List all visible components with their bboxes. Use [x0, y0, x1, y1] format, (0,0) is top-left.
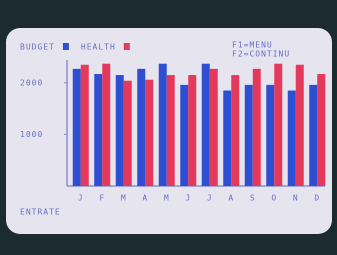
- x-tick-label: O: [271, 194, 277, 203]
- x-tick-label: D: [314, 194, 320, 203]
- bar: [102, 64, 110, 186]
- bar: [124, 81, 132, 186]
- bar: [137, 69, 145, 186]
- bar: [253, 69, 261, 186]
- x-tick-label: J: [207, 194, 213, 203]
- bar: [210, 69, 218, 186]
- annotation: F2=CONTINU: [232, 50, 290, 59]
- y-tick-label: 2000: [20, 78, 43, 87]
- legend-swatch: [63, 43, 69, 50]
- y-tick-label: 1000: [20, 130, 43, 139]
- bar: [180, 85, 188, 186]
- bar: [167, 75, 175, 186]
- x-tick-label: M: [164, 194, 170, 203]
- bar: [116, 75, 124, 186]
- bar: [81, 65, 89, 186]
- bar: [94, 74, 102, 186]
- bar: [231, 75, 239, 186]
- bar: [202, 64, 210, 186]
- x-tick-label: J: [185, 194, 191, 203]
- x-tick-label: S: [250, 194, 256, 203]
- x-tick-label: M: [121, 194, 127, 203]
- bar: [274, 64, 282, 186]
- bar: [296, 65, 304, 186]
- x-tick-label: N: [293, 194, 299, 203]
- x-axis-label: ENTRATE: [20, 208, 61, 217]
- bar: [309, 85, 317, 186]
- bar: [288, 91, 296, 186]
- bar: [266, 85, 274, 186]
- x-tick-label: A: [142, 194, 148, 203]
- bar: [159, 64, 167, 186]
- bar: [317, 74, 325, 186]
- x-tick-label: A: [228, 194, 234, 203]
- bar: [73, 69, 81, 186]
- bar: [223, 91, 231, 186]
- bar: [188, 75, 196, 186]
- legend-swatch: [124, 43, 130, 50]
- annotation: F1=MENU: [232, 41, 273, 50]
- bar: [145, 80, 153, 186]
- screen-photo: ENTRATE F1=MENU F2=CONTINU BUDGET HEALTH 1…: [0, 0, 337, 255]
- legend-label: BUDGET: [20, 43, 55, 52]
- bar: [245, 85, 253, 186]
- x-tick-label: F: [99, 194, 105, 203]
- legend-label: HEALTH: [81, 43, 116, 52]
- x-tick-label: J: [78, 194, 84, 203]
